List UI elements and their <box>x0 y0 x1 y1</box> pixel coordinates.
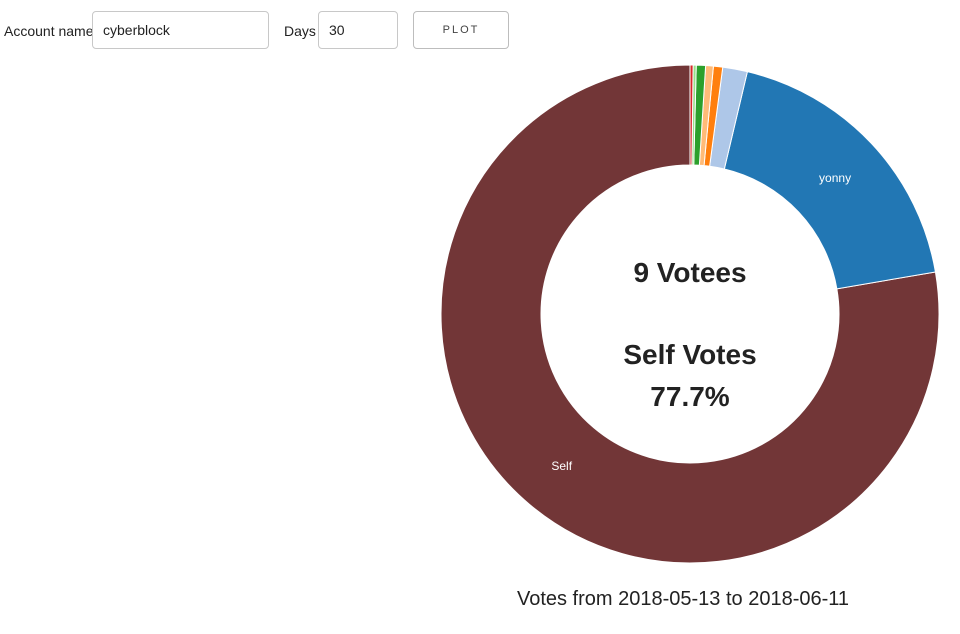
self-votes-label: Self Votes <box>623 339 756 370</box>
donut-slice-self[interactable] <box>440 64 940 564</box>
days-input[interactable] <box>318 11 398 49</box>
donut-slice-yonny[interactable] <box>723 71 937 290</box>
self-votes-percent: 77.7% <box>650 381 729 412</box>
donut-slices <box>440 64 940 564</box>
slice-label-self: Self <box>551 459 572 473</box>
plot-button[interactable]: PLOT <box>413 11 509 49</box>
account-name-input[interactable] <box>92 11 269 49</box>
slice-labels: Self yonny <box>551 171 851 473</box>
account-name-label: Account name <box>4 23 94 39</box>
donut-slice-other-7[interactable] <box>689 64 694 166</box>
slice-label-yonny: yonny <box>819 171 851 185</box>
chart-caption: Votes from 2018-05-13 to 2018-06-11 <box>517 588 849 610</box>
plot-form: Account name Days PLOT <box>0 0 960 60</box>
votee-count-text: 9 Votees <box>633 257 746 288</box>
days-label: Days <box>284 23 316 39</box>
